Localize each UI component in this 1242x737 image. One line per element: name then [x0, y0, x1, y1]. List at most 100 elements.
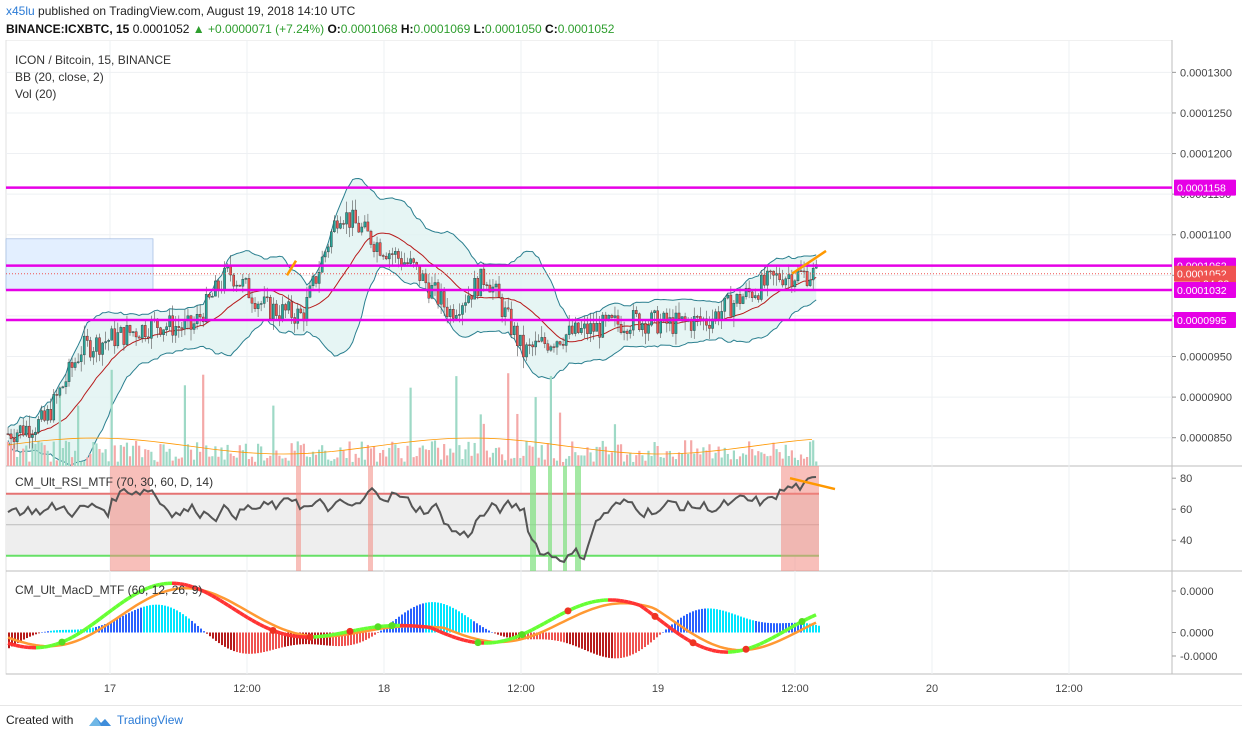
macd-histogram-bar: [731, 613, 733, 633]
symbol-label: BINANCE:ICXBTC, 15: [6, 22, 130, 36]
volume-bar: [638, 450, 641, 466]
macd-histogram-bar: [401, 614, 403, 633]
volume-bar: [409, 387, 412, 466]
chart-canvas[interactable]: 17 12:00 18 12:00 19 12:00 20 12:00 0.0001300 0.0…: [0, 40, 1242, 705]
candle-down: [381, 255, 385, 257]
candle-down: [644, 323, 647, 334]
macd-line-segment: [507, 636, 513, 642]
macd-histogram-bar: [566, 632, 568, 644]
candle-up: [458, 314, 461, 316]
volume-bar: [250, 456, 254, 466]
volume-bar: [619, 444, 623, 466]
macd-histogram-bar: [206, 632, 208, 634]
candle-down: [134, 331, 138, 338]
macd-histogram-bar: [815, 624, 817, 633]
macd-histogram-bar: [632, 632, 634, 655]
macd-histogram-bar: [425, 602, 427, 633]
publisher-name[interactable]: x45lu: [6, 4, 35, 18]
rsi-legend[interactable]: CM_Ult_RSI_MTF (70, 30, 60, D, 14): [15, 475, 214, 489]
macd-line-segment: [779, 629, 785, 636]
candle-down: [354, 209, 358, 224]
volume-bar: [464, 449, 467, 466]
macd-histogram-bar: [110, 621, 112, 633]
volume-bar: [491, 452, 495, 466]
volume-bar: [796, 460, 800, 466]
volume-bar: [6, 441, 10, 466]
volume-bar: [223, 459, 226, 466]
candle-up: [595, 322, 598, 332]
macd-histogram-bar: [482, 627, 484, 633]
candle-down: [342, 223, 345, 225]
macd-histogram-bar: [497, 632, 499, 635]
volume-bar: [37, 441, 40, 466]
close-label: C:: [545, 22, 558, 36]
vol-legend[interactable]: Vol (20): [15, 87, 57, 101]
chart-area[interactable]: 17 12:00 18 12:00 19 12:00 20 12:00 0.0001300 0.0…: [0, 40, 1242, 705]
macd-histogram-bar: [254, 632, 256, 654]
time-tick-label: 12:00: [507, 683, 535, 695]
volume-bar: [196, 442, 199, 466]
candle-down: [278, 315, 281, 320]
volume-bar: [723, 447, 726, 466]
macd-histogram-bar: [227, 632, 229, 649]
volume-bar: [330, 460, 333, 466]
macd-histogram-bar: [656, 632, 658, 638]
rsi-oversold-highlight: [530, 466, 536, 571]
macd-histogram-bar: [53, 630, 55, 633]
macd-line-segment: [631, 601, 637, 606]
macd-line-segment: [703, 646, 709, 651]
macd-histogram-bar: [545, 632, 547, 640]
macd-cross-dot: [269, 626, 277, 634]
macd-histogram-bar: [242, 632, 244, 654]
macd-line-segment: [635, 602, 641, 608]
macd-histogram-bar: [377, 632, 379, 633]
volume-bar: [25, 445, 28, 466]
volume-bar: [229, 453, 232, 466]
volume-bar: [418, 447, 421, 466]
volume-bar: [430, 441, 434, 466]
macd-histogram-bar: [587, 632, 589, 652]
price-tick-label: 0.0001300: [1180, 67, 1232, 79]
macd-line-segment: [531, 626, 537, 632]
candle-up: [339, 223, 342, 229]
tradingview-link[interactable]: TradingView: [117, 713, 184, 727]
macd-line-segment: [711, 648, 717, 653]
volume-bar: [476, 453, 479, 466]
candle-down: [537, 340, 540, 343]
macd-line-segment: [259, 622, 265, 629]
macd-histogram-bar: [668, 626, 670, 633]
macd-histogram-bar: [362, 632, 364, 642]
macd-histogram-bar: [383, 628, 385, 633]
main-legend-title[interactable]: ICON / Bitcoin, 15, BINANCE: [15, 53, 172, 67]
candle-up: [409, 258, 412, 264]
macd-histogram-bar: [479, 625, 481, 633]
volume-bar: [507, 373, 510, 466]
macd-histogram-bar: [581, 632, 583, 649]
volume-bar: [101, 452, 104, 466]
volume-bar: [159, 444, 162, 466]
macd-histogram-bar: [173, 608, 175, 633]
candle-up: [40, 410, 43, 420]
macd-line-segment: [447, 633, 453, 639]
volume-bar: [308, 457, 312, 466]
candle-up: [467, 295, 470, 303]
candle-up: [52, 394, 56, 421]
rsi-overbought-highlight: [368, 466, 373, 571]
volume-bar: [604, 446, 607, 466]
volume-bar: [107, 461, 110, 466]
bb-legend[interactable]: BB (20, close, 2): [15, 70, 104, 84]
macd-legend[interactable]: CM_Ult_MacD_MTF (60, 12, 26, 9): [15, 583, 203, 597]
macd-histogram-bar: [557, 632, 559, 641]
macd-histogram-bar: [611, 632, 613, 659]
candle-up: [131, 331, 135, 333]
macd-histogram-bar: [812, 624, 814, 633]
macd-histogram-bar: [257, 632, 259, 654]
macd-line-segment: [427, 625, 433, 630]
candle-down: [314, 276, 318, 284]
macd-histogram-bar: [236, 632, 238, 653]
candle-up: [692, 316, 696, 331]
volume-bar: [485, 450, 488, 466]
macd-line-segment: [106, 608, 114, 615]
volume-bar: [278, 455, 281, 466]
candle-down: [577, 322, 580, 333]
